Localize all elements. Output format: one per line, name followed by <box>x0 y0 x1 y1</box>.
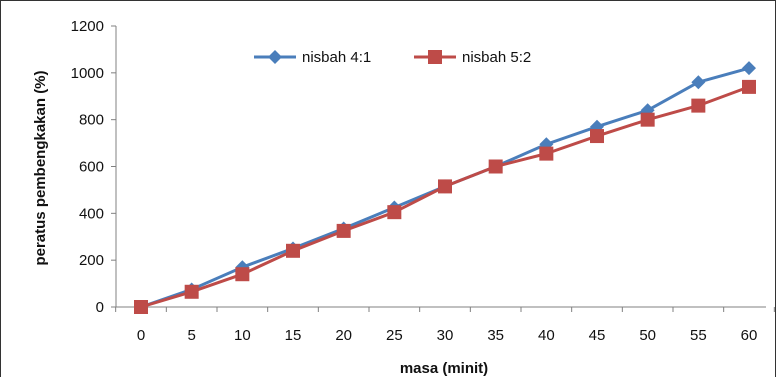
data-point-nisbah-5-2 <box>742 79 756 94</box>
x-tick-label: 10 <box>234 327 251 344</box>
data-point-nisbah-5-2 <box>336 223 351 238</box>
x-tick-label: 30 <box>437 327 454 344</box>
legend: nisbah 4:1 nisbah 5:2 <box>254 49 531 66</box>
y-tick-label: 800 <box>79 112 104 129</box>
x-tick-label: 15 <box>285 327 302 344</box>
y-axis-title: peratus pembengkakan (%) <box>32 70 49 265</box>
y-tick-label: 1000 <box>71 65 104 82</box>
data-point-nisbah-5-2 <box>286 243 300 258</box>
data-point-nisbah-5-2 <box>184 284 199 299</box>
data-point-nisbah-5-2 <box>438 179 452 194</box>
x-tick-label: 5 <box>187 327 195 344</box>
data-point-nisbah-5-2 <box>640 112 655 127</box>
legend-label-nisbah-4-1: nisbah 4:1 <box>302 49 371 66</box>
legend-marker-nisbah-4-1 <box>268 50 282 64</box>
data-point-nisbah-5-2 <box>387 205 402 220</box>
x-tick-labels: 0 5 10 15 20 25 30 35 40 45 50 55 60 <box>137 327 758 344</box>
x-tick-label: 20 <box>335 327 352 344</box>
y-tick-label: 400 <box>79 205 104 222</box>
series-line-nisbah-5-2 <box>140 85 750 309</box>
y-tick-label: 200 <box>79 252 104 269</box>
y-tick-label: 1200 <box>71 18 104 35</box>
x-tick-label: 55 <box>690 327 707 344</box>
data-point-nisbah-5-2 <box>235 267 250 282</box>
data-point-nisbah-5-2 <box>134 300 148 314</box>
x-tick-label: 45 <box>589 327 606 344</box>
legend-marker-nisbah-5-2 <box>428 50 442 64</box>
axes <box>111 25 775 312</box>
data-point-nisbah-4-1 <box>691 75 706 90</box>
x-tick-label: 25 <box>386 327 403 344</box>
data-point-nisbah-4-1 <box>742 61 756 76</box>
data-point-nisbah-5-2 <box>691 98 706 113</box>
series-layer <box>134 61 756 314</box>
data-point-nisbah-5-2 <box>590 129 604 144</box>
x-axis-title: masa (minit) <box>400 360 488 377</box>
y-tick-labels: 0 200 400 600 800 1000 1200 <box>71 18 104 316</box>
x-tick-label: 50 <box>639 327 656 344</box>
legend-label-nisbah-5-2: nisbah 5:2 <box>462 49 531 66</box>
data-point-nisbah-5-2 <box>488 159 503 174</box>
x-tick-label: 60 <box>741 327 758 344</box>
x-tick-label: 35 <box>487 327 504 344</box>
data-point-nisbah-5-2 <box>539 146 554 161</box>
x-tick-label: 0 <box>137 327 145 344</box>
x-tick-label: 40 <box>538 327 555 344</box>
y-tick-label: 0 <box>96 299 104 316</box>
y-tick-label: 600 <box>79 159 104 176</box>
